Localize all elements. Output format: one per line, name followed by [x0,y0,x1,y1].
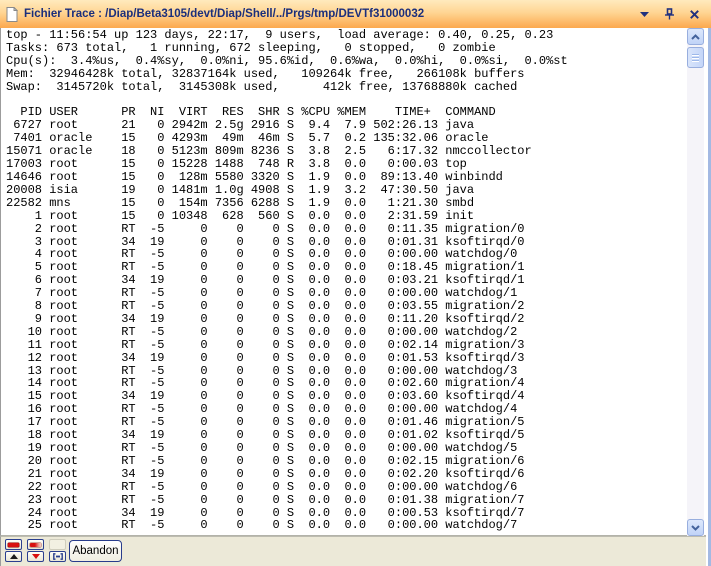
marker-button[interactable] [49,551,66,562]
red-bar-icon [8,542,19,547]
down-triangle-icon [31,554,40,559]
red-bar-button[interactable] [5,539,22,550]
titlebar[interactable]: Fichier Trace : /Diap/Beta3105/devt/Diap… [0,0,711,28]
vertical-scrollbar[interactable] [687,28,704,536]
document-icon [6,6,18,22]
scroll-up-icon [691,33,700,40]
red-bar-fade-icon [30,542,41,547]
window-right-border [706,28,711,566]
scroll-up-button[interactable] [687,28,704,45]
scrollbar-thumb[interactable] [687,47,704,68]
terminal-panel: top - 11:56:54 up 123 days, 22:17, 9 use… [0,28,706,536]
scroll-to-bottom-button[interactable] [27,551,44,562]
terminal-text: top - 11:56:54 up 123 days, 22:17, 9 use… [6,29,568,533]
pin-icon[interactable] [664,8,675,20]
red-bar-fade-button[interactable] [27,539,44,550]
close-icon[interactable] [690,9,699,19]
scroll-down-button[interactable] [687,519,704,536]
bottom-toolbar: Abandon [0,536,706,566]
scroll-down-icon [691,524,700,531]
bracket-marker-icon [52,553,63,560]
blank-button [49,539,66,550]
window-title: Fichier Trace : /Diap/Beta3105/devt/Diap… [24,8,425,20]
chevron-down-icon[interactable] [640,11,649,17]
scroll-to-top-button[interactable] [5,551,22,562]
abandon-button[interactable]: Abandon [69,540,122,562]
up-triangle-icon [9,554,18,559]
